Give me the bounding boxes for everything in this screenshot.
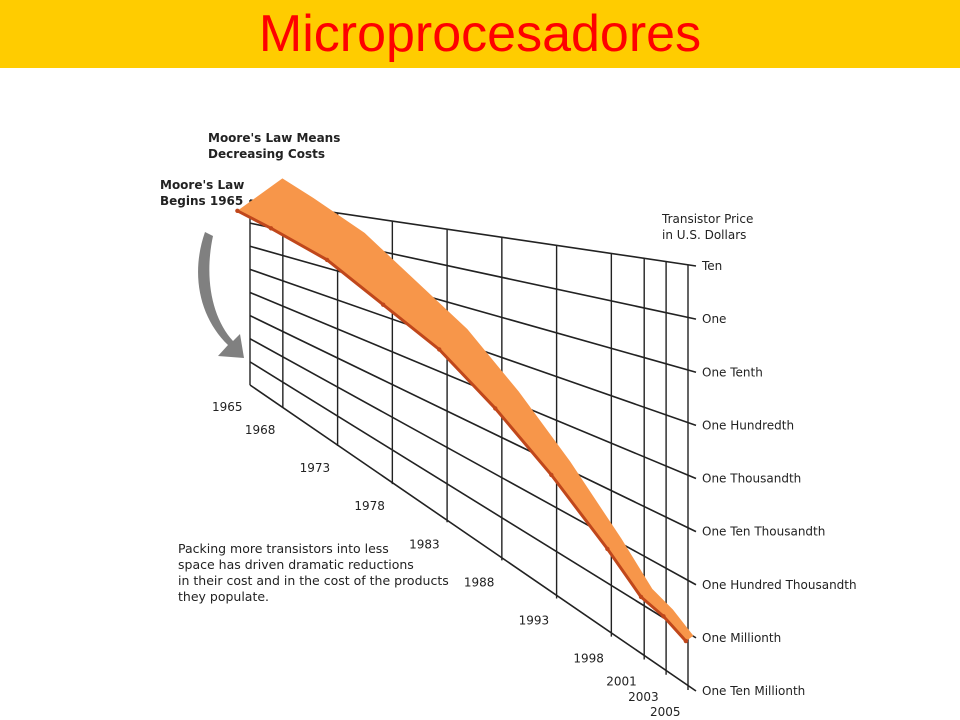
data-point: [437, 347, 442, 352]
data-point: [683, 638, 689, 644]
data-point: [380, 302, 386, 307]
price-gridline: [249, 314, 697, 533]
price-gridline: [249, 245, 697, 374]
x-tick-label: 1968: [245, 423, 276, 437]
y-tick-label: One Hundredth: [702, 418, 794, 432]
price-band: [237, 178, 694, 642]
data-point: [605, 546, 610, 552]
y-tick-label: One Millionth: [702, 631, 781, 645]
y-tick-label: One: [702, 312, 726, 326]
axis-title-line1: Transistor Price: [661, 212, 753, 226]
price-gridline: [249, 384, 697, 692]
note-line3: in their cost and in the cost of the pro…: [178, 573, 449, 588]
x-tick-label: 1993: [519, 614, 550, 628]
x-tick-label: 2001: [606, 675, 637, 689]
note-line2: space has driven dramatic reductions: [178, 557, 414, 572]
x-tick-label: 1965: [212, 400, 243, 414]
y-tick-label: Ten: [701, 259, 722, 273]
data-point: [235, 208, 240, 213]
data-point: [661, 614, 666, 619]
start-label-line2: Begins 1965: [160, 194, 243, 208]
y-tick-label: One Ten Millionth: [702, 684, 805, 698]
x-tick-label: 1988: [464, 575, 495, 589]
title-banner: [0, 0, 960, 68]
data-point: [493, 406, 498, 411]
data-point: [324, 257, 330, 263]
data-point: [268, 226, 274, 231]
x-tick-label: 1978: [354, 499, 385, 513]
note-line4: they populate.: [178, 589, 269, 604]
start-label-line1: Moore's Law: [160, 178, 244, 192]
axis-title-line2: in U.S. Dollars: [662, 228, 746, 242]
x-tick-label: 1998: [573, 652, 604, 666]
x-tick-label: 1973: [300, 461, 331, 475]
figure-heading-line1: Moore's Law Means: [208, 131, 340, 145]
page-title: Microprocesadores: [258, 5, 702, 63]
data-point: [549, 472, 554, 478]
x-tick-label: 1983: [409, 537, 440, 551]
y-tick-label: One Hundred Thousandth: [702, 578, 857, 592]
note-line1: Packing more transistors into less: [178, 541, 389, 556]
figure-heading-line2: Decreasing Costs: [208, 147, 325, 161]
y-tick-label: One Thousandth: [702, 472, 801, 486]
y-tick-label: One Tenth: [702, 365, 763, 379]
x-tick-label: 2005: [650, 705, 681, 719]
price-gridline: [249, 361, 697, 639]
y-tick-label: One Ten Thousandth: [702, 525, 825, 539]
arrow-icon: [198, 232, 244, 358]
data-point: [638, 594, 644, 600]
x-tick-label: 2003: [628, 690, 659, 704]
